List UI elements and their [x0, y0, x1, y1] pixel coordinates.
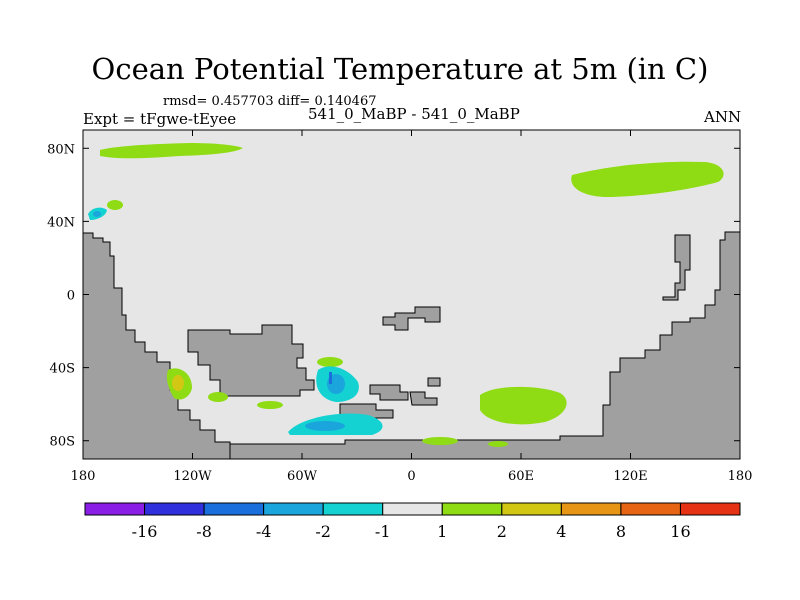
- land-south-fragment-b: [369, 384, 409, 401]
- land-west-continent: [82, 232, 231, 460]
- colorbar-swatch: [441, 502, 503, 516]
- colorbar-swatch: [501, 502, 562, 516]
- colorbar-swatch: [322, 502, 384, 516]
- colorbar-swatch: [679, 502, 741, 516]
- y-tick-label: 40S: [50, 362, 75, 377]
- land-east-fragment: [662, 234, 691, 301]
- x-tick-label: 120E: [613, 469, 647, 484]
- anomaly-arctic-west: [100, 143, 243, 159]
- x-tick-label: 60E: [508, 469, 534, 484]
- colorbar-swatch: [84, 502, 146, 516]
- land-island-equatorial: [382, 306, 441, 331]
- colorbar-label: 16: [670, 522, 690, 541]
- y-tick-label: 40N: [47, 215, 75, 230]
- anomaly-warm-core: [172, 375, 184, 391]
- land-mask: [82, 231, 741, 460]
- x-axis: 180 120W 60W 0 60E 120E 180: [71, 130, 753, 484]
- anomaly-contours: [88, 143, 724, 447]
- anomaly-south-mid: [317, 357, 343, 367]
- colorbar-label: -2: [315, 522, 331, 541]
- chart-title: Ocean Potential Temperature at 5m (in C): [91, 52, 709, 86]
- colorbar-label: -8: [196, 522, 212, 541]
- case-label: 541_0_MaBP - 541_0_MaBP: [308, 105, 520, 123]
- anomaly-south-far: [488, 441, 508, 447]
- y-tick-label: 80S: [50, 435, 75, 450]
- y-axis: 80N 40N 0 40S 80S: [47, 142, 740, 450]
- colorbar-label: 4: [556, 522, 566, 541]
- colorbar-swatch: [560, 502, 622, 516]
- anomaly-south-west-c: [257, 401, 283, 409]
- colorbar-swatch: [144, 502, 205, 516]
- x-tick-label: 120W: [173, 469, 212, 484]
- colorbar-label: 2: [497, 522, 507, 541]
- anomaly-southeast: [480, 386, 567, 425]
- season-label: ANN: [704, 108, 742, 126]
- colorbar-label: -4: [256, 522, 272, 541]
- anomaly-south-west-b: [208, 392, 228, 402]
- anomaly-south-east-small: [422, 437, 458, 445]
- colorbar-label: 8: [616, 522, 626, 541]
- colorbar-label: -1: [375, 522, 391, 541]
- experiment-label: Expt = tFgwe-tEyee: [83, 110, 237, 128]
- colorbar-swatch: [382, 502, 443, 516]
- land-central-continent: [187, 324, 315, 397]
- anomaly-cold-north: [93, 211, 101, 217]
- anomaly-cold-south-band: [305, 421, 345, 431]
- y-tick-label: 80N: [47, 142, 75, 157]
- anomaly-coldest: [329, 372, 332, 384]
- colorbar-label: 1: [437, 522, 447, 541]
- anomaly-north-atlantic: [107, 200, 123, 210]
- x-tick-label: 180: [728, 469, 753, 484]
- colorbar: -16 -8 -4 -2 -1 1 2 4 8 16: [84, 502, 741, 541]
- land-east-continent: [229, 231, 741, 460]
- stats-text: rmsd= 0.457703 diff= 0.140467: [163, 94, 377, 109]
- colorbar-label: -16: [132, 522, 158, 541]
- x-tick-label: 180: [71, 469, 96, 484]
- colorbar-swatch: [263, 502, 324, 516]
- land-south-fragment-c: [409, 391, 438, 406]
- land-south-fragment-d: [427, 377, 441, 387]
- anomaly-arctic-east: [571, 161, 724, 197]
- y-tick-label: 0: [67, 289, 75, 304]
- x-tick-label: 0: [407, 469, 415, 484]
- colorbar-swatch: [620, 502, 681, 516]
- colorbar-swatch: [203, 502, 265, 516]
- x-tick-label: 60W: [287, 469, 318, 484]
